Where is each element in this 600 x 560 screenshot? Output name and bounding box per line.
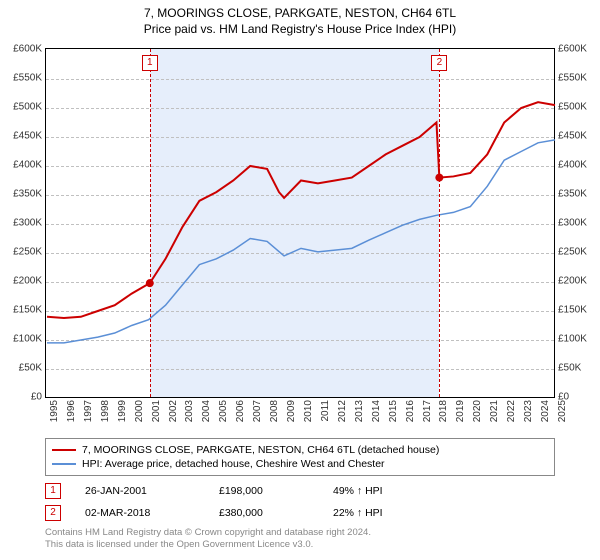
line-series [46, 49, 556, 399]
chart-title-subtitle: Price paid vs. HM Land Registry's House … [0, 20, 600, 36]
series-price_paid [47, 102, 555, 318]
y-axis-label-left: £250K [0, 247, 42, 258]
tx-date-2: 02-MAR-2018 [85, 507, 195, 519]
x-axis-label: 2025 [557, 400, 568, 422]
x-axis-label: 2017 [422, 400, 433, 422]
x-axis-label: 2002 [168, 400, 179, 422]
x-axis-label: 2000 [134, 400, 145, 422]
x-axis-label: 1995 [49, 400, 60, 422]
y-axis-label-right: £50K [558, 363, 600, 374]
table-row: 1 26-JAN-2001 £198,000 49% ↑ HPI [45, 480, 555, 502]
tx-price-2: £380,000 [219, 507, 309, 519]
transactions-table: 1 26-JAN-2001 £198,000 49% ↑ HPI 2 02-MA… [45, 480, 555, 524]
x-axis-label: 2016 [405, 400, 416, 422]
x-axis-label: 2008 [269, 400, 280, 422]
y-axis-label-right: £600K [558, 44, 600, 55]
x-axis-label: 2007 [252, 400, 263, 422]
x-axis-label: 1999 [117, 400, 128, 422]
y-axis-label-left: £350K [0, 189, 42, 200]
x-axis-label: 2015 [388, 400, 399, 422]
table-row: 2 02-MAR-2018 £380,000 22% ↑ HPI [45, 502, 555, 524]
x-axis-label: 2001 [151, 400, 162, 422]
tx-marker-1: 1 [45, 483, 61, 499]
x-axis-label: 2018 [438, 400, 449, 422]
x-axis-label: 2005 [218, 400, 229, 422]
x-axis-label: 2024 [540, 400, 551, 422]
marker-box-2: 2 [431, 55, 447, 71]
x-axis-label: 2019 [455, 400, 466, 422]
y-axis-label-left: £50K [0, 363, 42, 374]
legend-item-hpi: HPI: Average price, detached house, Ches… [52, 457, 548, 471]
tx-date-1: 26-JAN-2001 [85, 485, 195, 497]
tx-pct-1: 49% ↑ HPI [333, 485, 433, 497]
legend-label-price: 7, MOORINGS CLOSE, PARKGATE, NESTON, CH6… [82, 444, 439, 456]
x-axis-label: 2012 [337, 400, 348, 422]
y-axis-label-right: £200K [558, 276, 600, 287]
tx-marker-2: 2 [45, 505, 61, 521]
x-axis-label: 2004 [201, 400, 212, 422]
y-axis-label-right: £550K [558, 73, 600, 84]
x-axis-label: 2021 [489, 400, 500, 422]
legend: 7, MOORINGS CLOSE, PARKGATE, NESTON, CH6… [45, 438, 555, 476]
y-axis-label-right: £300K [558, 218, 600, 229]
marker-line-2 [439, 49, 440, 397]
y-axis-label-left: £300K [0, 218, 42, 229]
x-axis-label: 2022 [506, 400, 517, 422]
y-axis-label-right: £350K [558, 189, 600, 200]
footer-line-1: Contains HM Land Registry data © Crown c… [45, 527, 555, 539]
chart-area: 1 2 £0£0£50K£50K£100K£100K£150K£150K£200… [45, 48, 555, 398]
x-axis-label: 1997 [83, 400, 94, 422]
y-axis-label-left: £450K [0, 131, 42, 142]
y-axis-label-left: £550K [0, 73, 42, 84]
legend-item-price: 7, MOORINGS CLOSE, PARKGATE, NESTON, CH6… [52, 443, 548, 457]
y-axis-label-left: £200K [0, 276, 42, 287]
y-axis-label-right: £100K [558, 334, 600, 345]
legend-swatch-price [52, 449, 76, 451]
x-axis-label: 1996 [66, 400, 77, 422]
y-axis-label-left: £0 [0, 392, 42, 403]
legend-swatch-hpi [52, 463, 76, 465]
y-axis-label-left: £400K [0, 160, 42, 171]
tx-price-1: £198,000 [219, 485, 309, 497]
legend-label-hpi: HPI: Average price, detached house, Ches… [82, 458, 385, 470]
y-axis-label-left: £500K [0, 102, 42, 113]
y-axis-label-left: £600K [0, 44, 42, 55]
plot-region: 1 2 [45, 48, 555, 398]
x-axis-label: 2009 [286, 400, 297, 422]
y-axis-label-right: £500K [558, 102, 600, 113]
x-axis-label: 2013 [354, 400, 365, 422]
y-axis-label-left: £150K [0, 305, 42, 316]
x-axis-label: 2006 [235, 400, 246, 422]
x-axis-label: 2014 [371, 400, 382, 422]
y-axis-label-right: £250K [558, 247, 600, 258]
x-axis-label: 2023 [523, 400, 534, 422]
y-axis-label-right: £400K [558, 160, 600, 171]
series-hpi [47, 140, 555, 343]
marker-line-1 [150, 49, 151, 397]
footer-line-2: This data is licensed under the Open Gov… [45, 539, 555, 551]
x-axis-label: 2003 [184, 400, 195, 422]
y-axis-label-right: £150K [558, 305, 600, 316]
chart-title-address: 7, MOORINGS CLOSE, PARKGATE, NESTON, CH6… [0, 0, 600, 20]
tx-pct-2: 22% ↑ HPI [333, 507, 433, 519]
x-axis-label: 2011 [320, 400, 331, 422]
y-axis-label-left: £100K [0, 334, 42, 345]
x-axis-label: 2010 [303, 400, 314, 422]
footer-attribution: Contains HM Land Registry data © Crown c… [45, 527, 555, 551]
y-axis-label-right: £450K [558, 131, 600, 142]
x-axis-label: 1998 [100, 400, 111, 422]
x-axis-label: 2020 [472, 400, 483, 422]
marker-box-1: 1 [142, 55, 158, 71]
chart-container: 7, MOORINGS CLOSE, PARKGATE, NESTON, CH6… [0, 0, 600, 560]
